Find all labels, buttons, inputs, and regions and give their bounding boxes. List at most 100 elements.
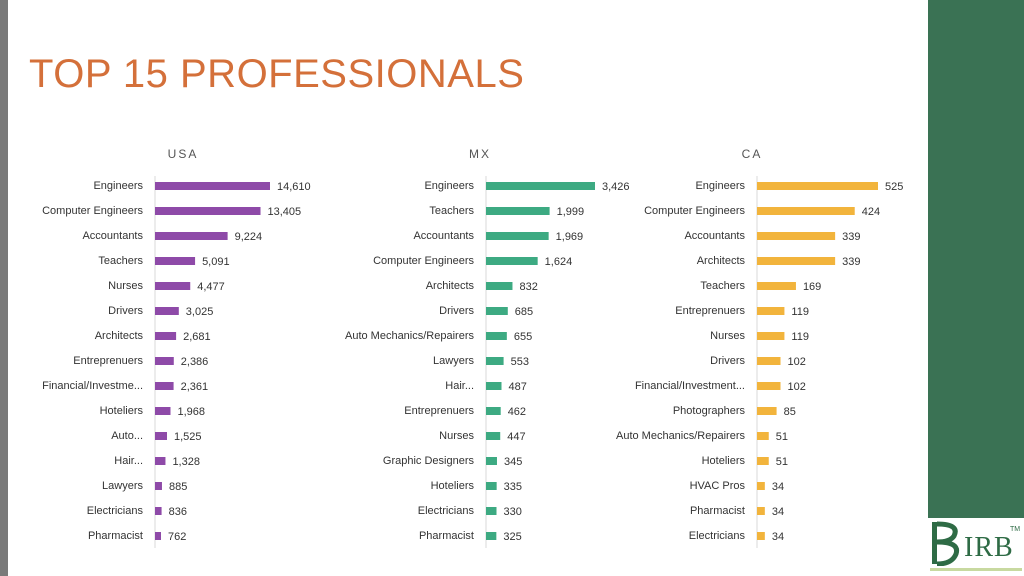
data-label: 447 xyxy=(507,431,525,443)
bar xyxy=(757,407,777,415)
bar xyxy=(757,357,781,365)
data-label: 345 xyxy=(504,456,522,468)
category-label: Drivers xyxy=(108,305,143,317)
bar xyxy=(486,432,501,440)
bar xyxy=(155,507,162,515)
bar xyxy=(486,182,595,190)
category-label: Auto Mechanics/Repairers xyxy=(345,330,475,342)
irb-logo: IRB TM xyxy=(928,518,1024,576)
bar xyxy=(155,482,162,490)
data-label: 34 xyxy=(772,481,784,493)
data-label: 119 xyxy=(791,331,809,343)
category-label: Architects xyxy=(95,330,144,342)
data-label: 13,405 xyxy=(268,206,302,218)
data-label: 102 xyxy=(788,381,806,393)
bar xyxy=(486,232,549,240)
data-label: 51 xyxy=(776,431,788,443)
category-label: Drivers xyxy=(439,305,474,317)
bar xyxy=(486,257,538,265)
category-label: Financial/Investme... xyxy=(42,380,143,392)
logo-tm: TM xyxy=(1010,526,1021,533)
data-label: 487 xyxy=(508,381,526,393)
bar xyxy=(155,532,161,540)
bar xyxy=(757,307,785,315)
category-label: Financial/Investment... xyxy=(635,380,745,392)
data-label: 339 xyxy=(842,256,860,268)
category-label: Lawyers xyxy=(102,480,143,492)
data-label: 4,477 xyxy=(197,281,225,293)
data-label: 119 xyxy=(791,306,809,318)
chart-title: MX xyxy=(469,147,491,161)
data-label: 34 xyxy=(772,531,784,543)
data-label: 9,224 xyxy=(235,231,263,243)
data-label: 462 xyxy=(508,406,526,418)
bar xyxy=(757,432,769,440)
bar xyxy=(486,382,502,390)
data-label: 885 xyxy=(169,481,187,493)
category-label: Hoteliers xyxy=(431,480,475,492)
category-label: Teachers xyxy=(98,255,143,267)
bar xyxy=(155,382,174,390)
category-label: Entreprenuers xyxy=(675,305,745,317)
bar xyxy=(155,282,191,290)
chart-title: CA xyxy=(742,147,763,161)
bar xyxy=(757,232,836,240)
data-label: 14,610 xyxy=(277,181,311,193)
side-panel xyxy=(928,0,1024,576)
data-label: 51 xyxy=(776,456,788,468)
bar xyxy=(486,307,508,315)
bar xyxy=(757,282,796,290)
bar xyxy=(757,482,765,490)
bar xyxy=(757,532,765,540)
bar xyxy=(757,507,765,515)
data-label: 2,361 xyxy=(181,381,209,393)
bar xyxy=(486,282,513,290)
data-label: 1,968 xyxy=(177,406,205,418)
category-label: Nurses xyxy=(439,430,474,442)
charts-area: USA Engineers 14,610 Computer Engineers 13,4… xyxy=(42,147,903,548)
category-label: Architects xyxy=(697,255,746,267)
category-label: Pharmacist xyxy=(690,505,745,517)
data-label: 330 xyxy=(503,506,521,518)
chart-title: USA xyxy=(168,147,199,161)
bar xyxy=(486,482,497,490)
bar xyxy=(155,407,171,415)
category-label: Auto... xyxy=(111,430,143,442)
bar xyxy=(486,357,504,365)
bar xyxy=(486,457,497,465)
category-label: Electricians xyxy=(418,505,475,517)
category-label: Drivers xyxy=(710,355,745,367)
category-label: Engineers xyxy=(424,180,474,192)
category-label: Entreprenuers xyxy=(404,405,474,417)
data-label: 525 xyxy=(885,181,903,193)
bar xyxy=(486,332,507,340)
bar xyxy=(155,182,270,190)
data-label: 3,025 xyxy=(186,306,214,318)
category-label: Graphic Designers xyxy=(383,455,475,467)
data-label: 5,091 xyxy=(202,256,230,268)
category-label: Engineers xyxy=(695,180,745,192)
bar xyxy=(155,432,168,440)
data-label: 2,386 xyxy=(181,356,209,368)
logo-mark-icon xyxy=(932,521,960,566)
bar xyxy=(486,507,497,515)
category-label: Teachers xyxy=(429,205,474,217)
bar xyxy=(155,457,166,465)
category-label: Engineers xyxy=(93,180,143,192)
bar xyxy=(486,207,550,215)
bar xyxy=(757,257,836,265)
left-edge-strip xyxy=(0,0,8,576)
bar xyxy=(155,207,261,215)
data-label: 1,999 xyxy=(557,206,585,218)
category-label: Nurses xyxy=(108,280,143,292)
category-label: Computer Engineers xyxy=(42,205,143,217)
data-label: 836 xyxy=(169,506,187,518)
category-label: Accountants xyxy=(82,230,143,242)
bar xyxy=(757,207,855,215)
category-label: Entreprenuers xyxy=(73,355,143,367)
data-label: 762 xyxy=(168,531,186,543)
logo-text: IRB xyxy=(964,532,1014,563)
category-label: Hair... xyxy=(114,455,143,467)
data-label: 339 xyxy=(842,231,860,243)
data-label: 2,681 xyxy=(183,331,211,343)
